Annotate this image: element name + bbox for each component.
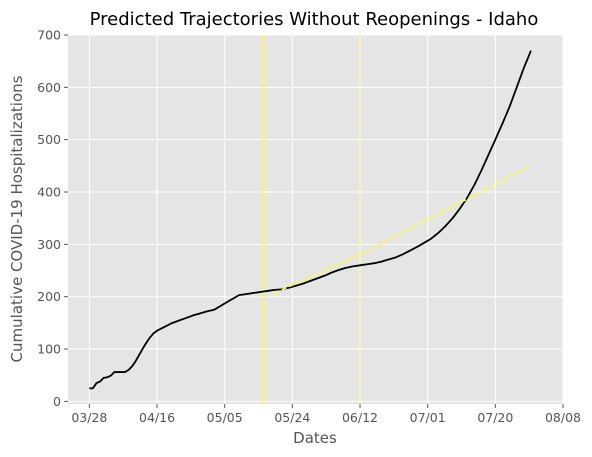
series-layer: [89, 50, 532, 390]
y-tick-label: 200: [37, 289, 61, 304]
y-tick-label: 400: [37, 185, 61, 200]
y-tick-label: 300: [37, 237, 61, 252]
y-axis-label: Cumulative COVID-19 Hospitalizations: [8, 75, 26, 362]
plot-area: [68, 35, 563, 404]
x-tick-label: 05/05: [207, 410, 243, 425]
x-tick-label: 04/16: [139, 410, 175, 425]
gridlines: [68, 34, 564, 404]
x-tick-label: 08/08: [545, 410, 581, 425]
y-tick-label: 600: [37, 80, 61, 95]
x-axis-ticks: 03/28 04/16 05/05 05/24 06/12 07/01 07/20 08/08: [71, 404, 581, 425]
x-tick-label: 07/20: [477, 410, 513, 425]
x-axis-label: Dates: [293, 429, 337, 447]
reference-lines: [263, 35, 361, 404]
y-tick-label: 700: [37, 28, 61, 43]
x-tick-label: 07/01: [410, 410, 446, 425]
y-tick-label: 500: [37, 132, 61, 147]
x-tick-label: 03/28: [71, 410, 107, 425]
y-tick-label: 0: [53, 394, 61, 409]
chart-title: Predicted Trajectories Without Reopening…: [90, 9, 539, 30]
y-tick-label: 100: [37, 342, 61, 357]
observed-line: [89, 50, 532, 390]
x-tick-label: 05/24: [274, 410, 310, 425]
x-tick-label: 06/12: [342, 410, 378, 425]
y-axis-ticks: 0 100 200 300 400 500 600 700: [37, 28, 68, 409]
